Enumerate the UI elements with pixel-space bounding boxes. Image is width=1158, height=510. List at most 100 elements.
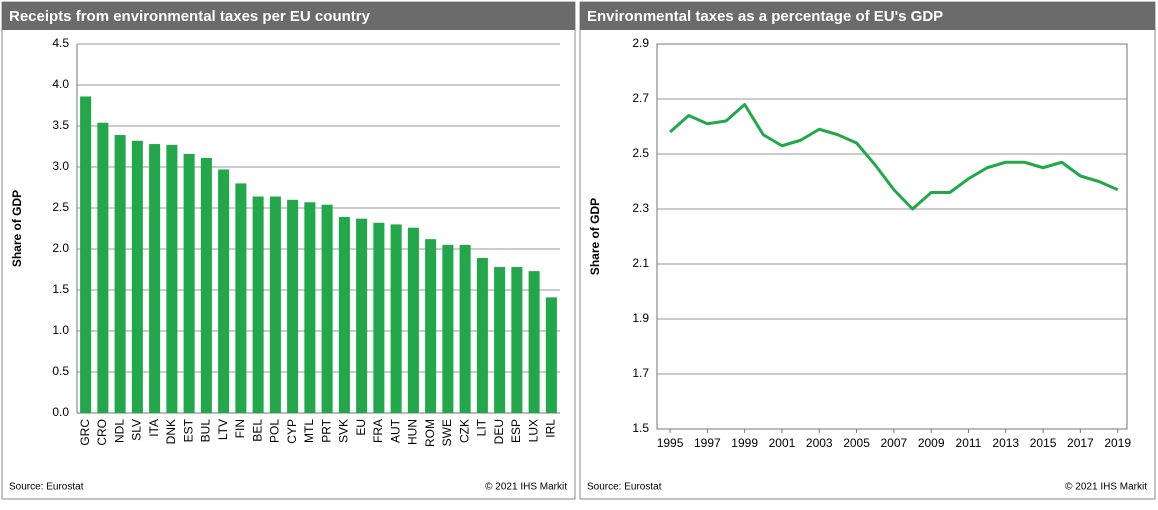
x-tick-label: ESP — [509, 419, 523, 443]
bar — [114, 135, 126, 413]
x-tick-label: 1995 — [657, 436, 684, 450]
x-tick-label: 2007 — [881, 436, 908, 450]
bar — [252, 196, 264, 413]
bar — [528, 271, 540, 413]
chart-title: Receipts from environmental taxes per EU… — [9, 8, 371, 25]
bar — [200, 157, 212, 413]
credit: © 2021 IHS Markit — [1065, 482, 1147, 493]
x-tick-label: 2005 — [843, 436, 870, 450]
bar — [442, 244, 454, 413]
y-tick-label: 1.7 — [632, 366, 649, 380]
y-tick-label: 2.5 — [52, 200, 69, 214]
bar — [425, 239, 437, 413]
x-tick-label: FIN — [233, 419, 247, 438]
x-tick-label: 1997 — [694, 436, 721, 450]
bar — [476, 258, 488, 413]
bar — [338, 217, 350, 413]
x-tick-label: LIT — [475, 418, 489, 436]
bar — [407, 227, 419, 413]
y-tick-label: 2.1 — [632, 256, 649, 270]
source: Source: Eurostat — [587, 482, 662, 493]
x-tick-label: 2017 — [1067, 436, 1094, 450]
x-tick-label: MTL — [302, 419, 316, 443]
x-tick-label: DEU — [492, 419, 506, 444]
x-tick-label: DNK — [164, 419, 178, 444]
x-tick-label: SLV — [130, 419, 144, 441]
bar — [218, 169, 230, 413]
x-tick-label: 2013 — [992, 436, 1019, 450]
panel-header — [580, 2, 1155, 30]
x-tick-label: CRO — [95, 419, 109, 446]
bar — [459, 244, 471, 413]
y-tick-label: 2.3 — [632, 201, 649, 215]
x-tick-label: SVK — [337, 419, 351, 443]
y-tick-label: 0.5 — [52, 364, 69, 378]
x-tick-label: 2009 — [918, 436, 945, 450]
bar — [97, 122, 109, 413]
x-tick-label: BEL — [250, 419, 264, 442]
x-tick-label: POL — [268, 419, 282, 443]
line — [669, 103, 1119, 211]
bar — [269, 196, 281, 413]
x-tick-label: HUN — [406, 419, 420, 445]
bar — [304, 202, 316, 413]
x-tick-label: IRL — [544, 419, 558, 438]
bar — [149, 144, 161, 414]
y-tick-label: 2.0 — [52, 241, 69, 255]
bar — [511, 267, 523, 413]
bar — [390, 224, 402, 413]
y-tick-label: 3.5 — [52, 118, 69, 132]
x-tick-label: 2003 — [806, 436, 833, 450]
y-tick-label: 2.7 — [632, 91, 649, 105]
x-tick-label: PRT — [319, 418, 333, 442]
credit: © 2021 IHS Markit — [485, 482, 567, 493]
y-tick-label: 1.9 — [632, 311, 649, 325]
x-tick-label: EST — [181, 418, 195, 442]
y-tick-label: 2.9 — [632, 36, 649, 50]
x-tick-label: GRC — [78, 419, 92, 446]
x-tick-label: ROM — [423, 419, 437, 447]
bar — [80, 96, 92, 413]
y-axis-label: Share of GDP — [10, 190, 24, 267]
x-tick-label: 1999 — [731, 436, 758, 450]
x-tick-label: ITA — [147, 419, 161, 437]
x-tick-label: 2001 — [769, 436, 796, 450]
x-tick-label: CYP — [285, 419, 299, 444]
x-tick-label: LUX — [526, 419, 540, 442]
y-tick-label: 1.0 — [52, 323, 69, 337]
bar — [356, 218, 368, 413]
bar — [183, 153, 195, 413]
panel — [579, 1, 1156, 500]
y-tick-label: 3.0 — [52, 159, 69, 173]
bar — [494, 267, 506, 413]
panel-header — [2, 2, 575, 30]
x-tick-label: FRA — [371, 419, 385, 443]
x-tick-label: 2011 — [956, 436, 982, 450]
y-tick-label: 1.5 — [632, 421, 649, 435]
y-tick-label: 4.0 — [52, 77, 69, 91]
bar — [321, 204, 333, 413]
y-tick-label: 2.5 — [632, 146, 649, 160]
bar — [131, 140, 143, 413]
x-tick-label: CZK — [457, 419, 471, 443]
y-axis-label: Share of GDP — [588, 198, 602, 275]
x-tick-label: 2019 — [1104, 436, 1131, 450]
x-tick-label: EU — [354, 419, 368, 436]
bar — [235, 183, 247, 413]
y-tick-label: 4.5 — [52, 36, 69, 50]
x-tick-label: BUL — [199, 419, 213, 443]
chart-title: Environmental taxes as a percentage of E… — [587, 8, 943, 25]
x-tick-label: LTV — [216, 419, 230, 440]
x-tick-label: AUT — [388, 418, 402, 443]
bar — [373, 222, 385, 413]
x-tick-label: 2015 — [1030, 436, 1057, 450]
x-tick-label: SWE — [440, 419, 454, 446]
bar — [545, 297, 557, 413]
y-tick-label: 0.0 — [52, 405, 69, 419]
bar — [166, 144, 178, 414]
source: Source: Eurostat — [9, 482, 84, 493]
bar — [287, 199, 299, 413]
y-tick-label: 1.5 — [52, 282, 69, 296]
x-tick-label: NDL — [112, 419, 126, 443]
